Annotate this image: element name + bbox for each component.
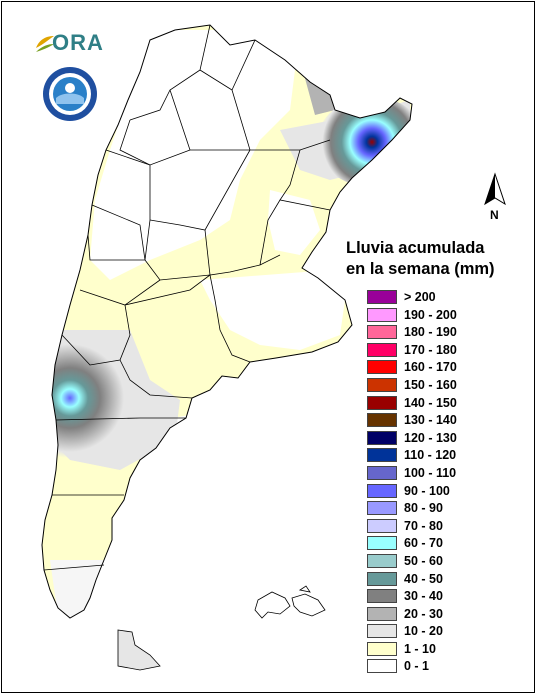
legend-label: 140 - 150: [404, 395, 457, 410]
legend-label: 50 - 60: [404, 553, 443, 568]
legend-swatch: [367, 290, 397, 304]
malvinas-islands: [254, 585, 326, 619]
legend-label: 180 - 190: [404, 325, 457, 340]
legend-swatch: [367, 624, 397, 639]
legend-swatch: [367, 571, 397, 586]
ora-logo: ORA: [34, 28, 104, 56]
legend-swatch: [367, 553, 397, 568]
legend-swatch: [367, 518, 397, 533]
north-arrow: N: [480, 172, 510, 224]
legend-swatch: [367, 659, 397, 674]
legend-swatch: [367, 430, 397, 445]
legend-label: 0 - 1: [404, 659, 430, 674]
legend-swatch: [367, 483, 397, 498]
legend-label: 70 - 80: [404, 518, 443, 533]
legend-label: 1 - 10: [404, 641, 436, 656]
weather-service-seal-icon: [43, 67, 97, 121]
legend-label: 90 - 100: [404, 483, 450, 498]
logo-text: ORA: [52, 30, 104, 55]
legend-swatch: [367, 589, 397, 604]
legend-swatch: [367, 606, 397, 621]
legend-swatch: [367, 395, 397, 410]
legend-swatch: [367, 413, 397, 428]
legend-label: 170 - 180: [404, 342, 457, 357]
legend-label: 20 - 30: [404, 606, 443, 621]
legend-swatch: [367, 377, 397, 392]
legend-swatch: [367, 641, 397, 656]
legend-swatch: [367, 465, 397, 480]
north-arrow-icon: [484, 172, 506, 206]
province-boundaries: [41, 24, 413, 619]
map-title: Lluvia acumulada en la semana (mm): [346, 238, 495, 280]
legend-label: 60 - 70: [404, 536, 443, 551]
legend-swatch: [367, 360, 397, 375]
north-label: N: [490, 208, 499, 222]
legend-label: > 200: [404, 290, 436, 304]
leaf-icon: [36, 36, 54, 52]
legend-label: 130 - 140: [404, 413, 457, 428]
legend-label: 10 - 20: [404, 624, 443, 639]
legend-label: 30 - 40: [404, 589, 443, 604]
legend-swatch: [367, 448, 397, 463]
legend-swatch: [367, 342, 397, 357]
legend-swatch: [367, 325, 397, 340]
title-line-2: en la semana (mm): [346, 260, 495, 278]
legend-swatch: [367, 536, 397, 551]
legend-label: 190 - 200: [404, 307, 457, 322]
legend-label: 40 - 50: [404, 571, 443, 586]
legend-label: 150 - 160: [404, 377, 457, 392]
legend-swatch: [367, 307, 397, 322]
legend-label: 120 - 130: [404, 430, 457, 445]
legend-swatch: [367, 501, 397, 516]
title-line-1: Lluvia acumulada: [346, 239, 485, 257]
legend-label: 80 - 90: [404, 501, 443, 516]
legend-label: 160 - 170: [404, 360, 457, 375]
legend-label: 110 - 120: [404, 448, 457, 463]
tierra-del-fuego: [117, 629, 161, 671]
legend-label: 100 - 110: [404, 465, 457, 480]
